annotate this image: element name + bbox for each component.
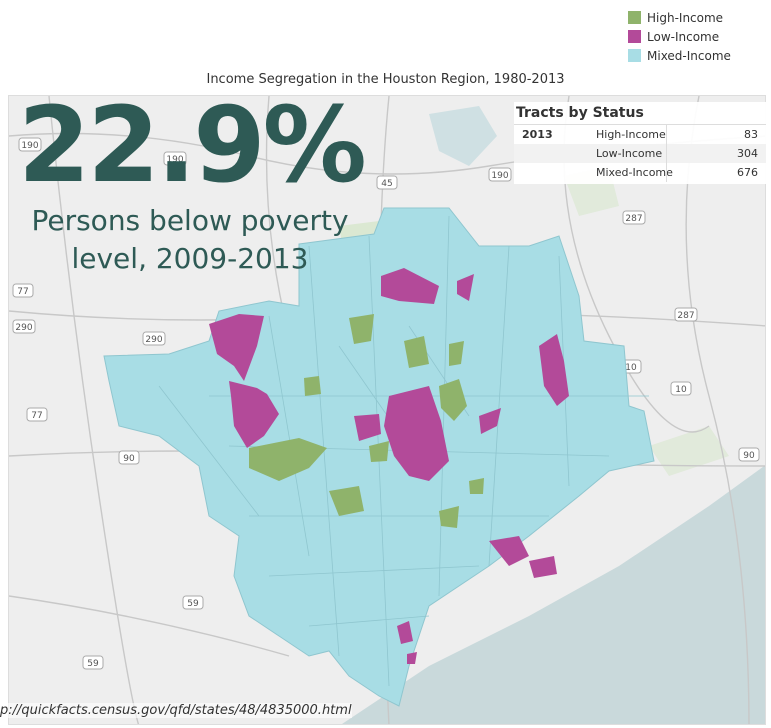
low-income-tracts[interactable]	[209, 268, 569, 664]
source-url: p://quickfacts.census.gov/qfd/states/48/…	[0, 703, 352, 718]
highway-shield-label: 290	[15, 323, 32, 333]
highway-shield-label: 77	[31, 411, 42, 421]
highway-shield-label: 190	[21, 141, 38, 151]
year-label: 2013	[522, 128, 553, 141]
highway-shield-label: 77	[17, 287, 28, 297]
highway-shield-label: 59	[87, 659, 99, 669]
poverty-stat-label: Persons below poverty level, 2009-2013	[31, 204, 349, 275]
table-row[interactable]: Low-Income 304	[514, 144, 766, 163]
highway-labels: 190 190 45 190 287 77 290 290 287 90 77 …	[12, 137, 760, 670]
map-canvas[interactable]: 190 190 45 190 287 77 290 290 287 90 77 …	[8, 95, 766, 725]
map-svg[interactable]: 190 190 45 190 287 77 290 290 287 90 77 …	[9, 96, 766, 725]
highway-shield-label: 190	[491, 171, 508, 181]
legend-label-low-income: Low-Income	[647, 29, 720, 44]
panel-title: Tracts by Status	[514, 102, 766, 125]
highway-shield-label: 45	[381, 179, 392, 189]
low-income-swatch	[628, 30, 641, 43]
highway-shield-label: 59	[187, 599, 199, 609]
highway-shield-label: 287	[677, 311, 694, 321]
park-area	[649, 426, 729, 476]
map-title: Income Segregation in the Houston Region…	[206, 72, 565, 87]
highway-shield-label: 190	[166, 155, 183, 165]
count-value: 83	[666, 125, 762, 144]
highway-shield-label: 90	[743, 451, 755, 461]
highway-shield-label: 10	[675, 385, 687, 395]
legend: High-Income Low-Income Mixed-Income	[628, 8, 731, 65]
legend-item-high-income[interactable]: High-Income	[628, 8, 731, 27]
legend-item-mixed-income[interactable]: Mixed-Income	[628, 46, 731, 65]
status-label: Mixed-Income	[596, 166, 673, 179]
table-row[interactable]: Mixed-Income 676	[514, 163, 766, 182]
table-row[interactable]: 2013 High-Income 83	[514, 125, 766, 144]
count-value: 676	[666, 163, 762, 182]
gulf-water	[342, 465, 765, 724]
poverty-stat-value: 22.9%	[18, 84, 367, 206]
highway-shield-label: 10	[625, 363, 637, 373]
highway-shield-label: 90	[123, 454, 135, 464]
highway-shield-label: 290	[145, 335, 162, 345]
highway-shield-label: 287	[625, 214, 642, 224]
high-income-swatch	[628, 11, 641, 24]
legend-label-mixed-income: Mixed-Income	[647, 48, 731, 63]
mixed-income-swatch	[628, 49, 641, 62]
status-label: High-Income	[596, 128, 666, 141]
lake-reservoir	[429, 106, 497, 166]
tracts-by-status-panel: Tracts by Status 2013 High-Income 83 Low…	[514, 102, 766, 184]
high-income-tracts[interactable]	[249, 314, 484, 528]
count-value: 304	[666, 144, 762, 163]
status-label: Low-Income	[596, 147, 663, 160]
legend-label-high-income: High-Income	[647, 10, 724, 25]
legend-item-low-income[interactable]: Low-Income	[628, 27, 731, 46]
